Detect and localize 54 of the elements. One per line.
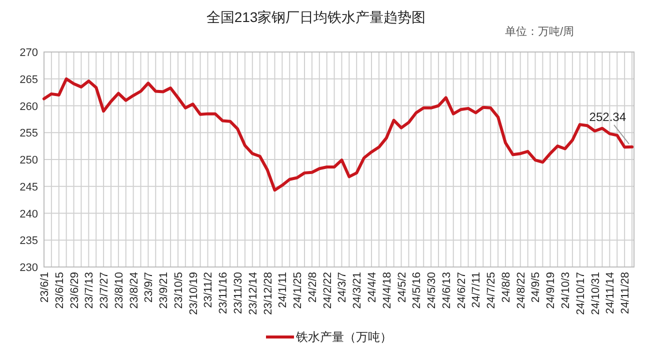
x-tick-label: 24/3/21 [352,272,364,309]
x-tick-label: 24/5/2 [396,272,408,303]
x-tick-label: 24/10/3 [560,272,572,309]
x-tick-label: 23/10/5 [172,272,185,309]
x-tick-label: 24/6/13 [440,272,453,309]
x-tick-label: 24/11/14 [604,272,617,314]
y-tick-label: 260 [20,100,38,113]
y-tick-label: 265 [20,74,38,86]
x-tick-label: 24/4/18 [381,272,394,309]
x-tick-label: 24/4/4 [366,272,378,303]
x-tick-label: 24/8/8 [500,272,512,303]
y-tick-label: 235 [20,235,38,248]
chart-subtitle: 单位：万吨/周 [505,25,574,38]
line-series [42,77,634,192]
x-tick-label: 24/11/28 [620,272,632,314]
x-tick-label: 24/10/31 [590,272,602,315]
chart-title: 全国213家钢厂日均铁水产量趋势图 [206,9,426,25]
data-label: 252.34 [589,110,626,124]
x-tick-label: 24/3/7 [336,272,349,303]
x-tick-label: 24/1/25 [292,272,304,309]
x-tick-label: 24/1/11 [277,272,290,308]
y-tick-label: 230 [20,262,38,274]
x-tick-label: 24/5/16 [411,272,424,309]
x-tick-label: 23/6/15 [54,272,66,309]
x-tick-label: 24/8/22 [515,272,528,309]
y-tick-label: 240 [20,208,38,220]
x-tick-label: 24/9/5 [530,272,542,303]
x-tick-label: 23/11/30 [232,272,245,314]
x-tick-label: 24/5/30 [426,272,438,309]
x-tick-label: 23/11/2 [202,272,215,308]
x-tick-label: 23/6/1 [39,272,51,303]
x-tick-label: 24/2/8 [306,272,319,303]
x-tick-label: 23/11/16 [218,272,230,314]
y-tick-label: 245 [20,181,38,194]
x-tick-label: 24/6/27 [456,272,468,309]
x-tick-label: 23/7/27 [98,272,111,309]
x-tick-label: 23/12/14 [247,272,260,315]
x-tick-label: 24/7/11 [470,272,483,308]
x-tick-label: 24/9/19 [545,272,558,309]
x-tick-label: 23/10/19 [188,272,200,315]
x-tick-label: 23/7/13 [84,272,96,309]
x-tick-label: 23/12/28 [262,272,274,315]
x-tick-label: 23/6/29 [68,272,81,309]
x-tick-label: 24/7/25 [486,272,498,309]
x-tick-label: 24/10/17 [574,272,587,315]
y-tick-label: 255 [20,128,38,140]
x-tick-label: 23/9/21 [158,272,170,309]
y-tick-label: 250 [20,154,38,166]
y-tick-label: 270 [20,47,38,59]
x-tick-label: 23/9/7 [143,272,156,303]
x-tick-label: 23/8/24 [128,272,140,309]
x-tick-label: 24/2/22 [322,272,334,309]
legend-label: 铁水产量（万吨） [295,330,392,344]
x-tick-label: 23/8/10 [113,272,126,309]
